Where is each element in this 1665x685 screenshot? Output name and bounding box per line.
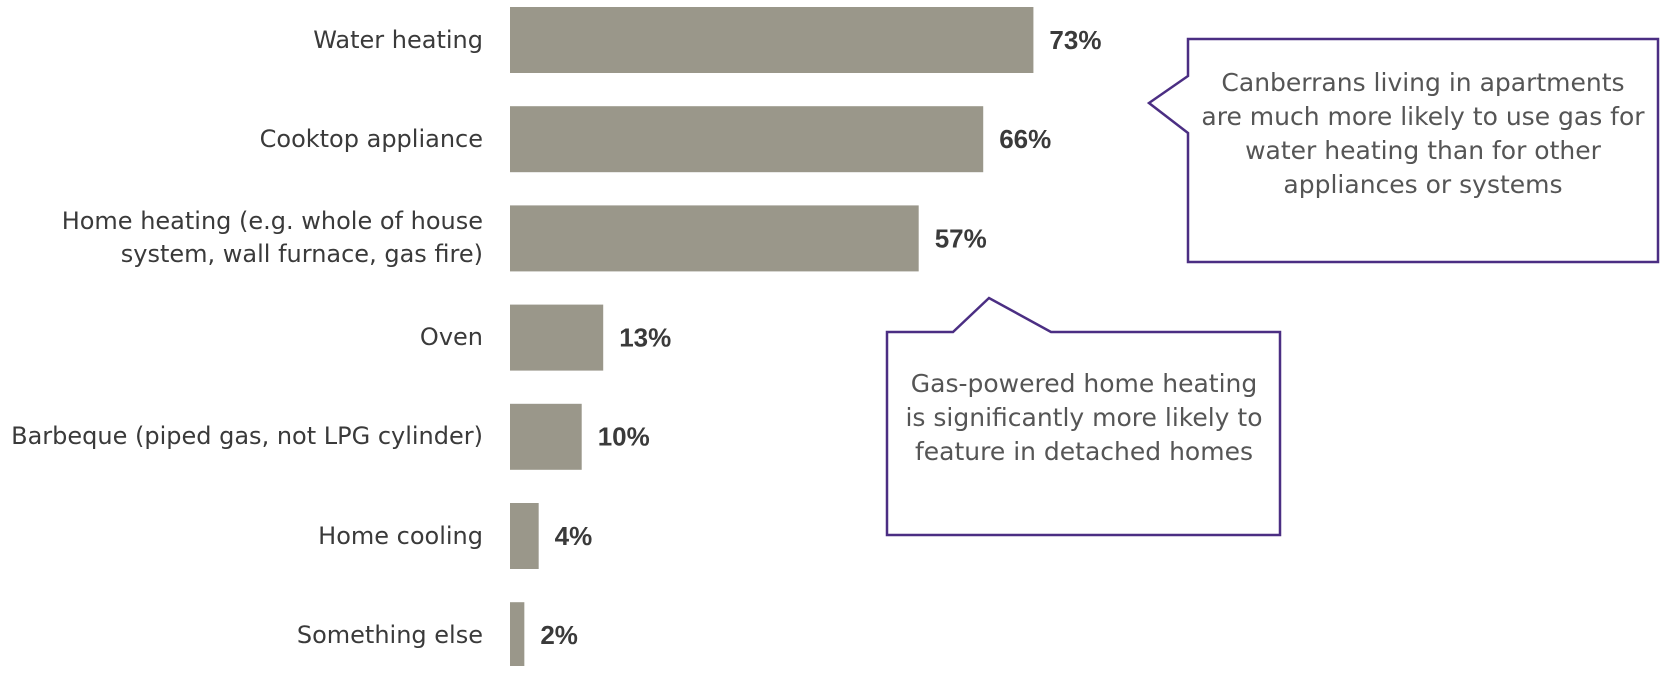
value-label: 13% (619, 322, 671, 352)
category-text: Home cooling (318, 521, 483, 550)
bar (510, 304, 604, 371)
value-label: 57% (935, 223, 987, 253)
bar (510, 602, 525, 666)
category-label: Cooktop appliance (0, 89, 483, 189)
bar (510, 403, 582, 470)
chart: 73% 66% 57% 13% 10% 4% 2% (510, 7, 1660, 666)
page: 73% 66% 57% 13% 10% 4% 2% Canberrans living in… (0, 0, 1660, 666)
category-label: Water heating (0, 0, 483, 90)
bar (510, 7, 1034, 73)
bar (510, 106, 984, 173)
category-text: Home heating (e.g. whole of house system… (61, 207, 483, 269)
category-label: Oven (0, 288, 483, 388)
annotation: Gas-powered home heating is significantl… (905, 369, 1263, 466)
callout-box (1146, 37, 1660, 264)
category-text: Cooktop appliance (259, 124, 483, 153)
category-label: Home cooling (0, 486, 483, 586)
category-label: Home heating (e.g. whole of house system… (0, 188, 483, 288)
bar (510, 205, 919, 272)
value-label: 73% (1049, 25, 1101, 55)
category-text: Something else (296, 620, 483, 649)
category-label: Something else (0, 585, 483, 685)
value-label: 10% (598, 422, 650, 452)
value-label: 4% (555, 521, 593, 551)
value-label: 66% (999, 124, 1051, 154)
category-text: Water heating (313, 25, 483, 54)
category-text: Barbeque (piped gas, not LPG cylinder) (11, 422, 483, 451)
annotation: Canberrans living in apartments are much… (1201, 68, 1645, 199)
category-label: Barbeque (piped gas, not LPG cylinder) (0, 387, 483, 487)
bar (510, 503, 539, 569)
callout-box (885, 296, 1282, 537)
category-text: Oven (419, 323, 483, 352)
value-label: 2% (540, 620, 578, 650)
